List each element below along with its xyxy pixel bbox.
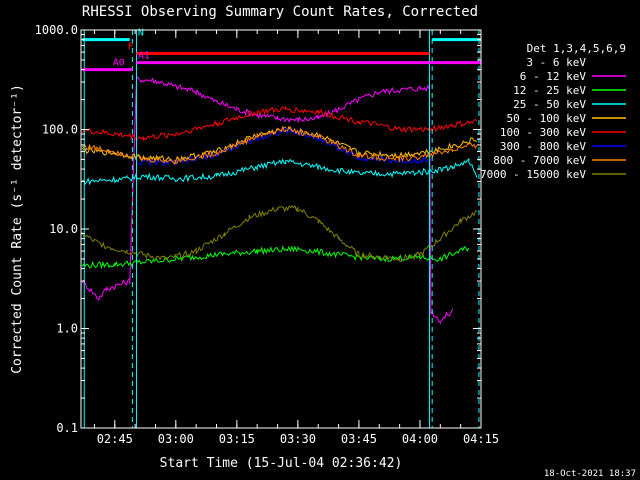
legend-label: 300 - 800 keV [500, 140, 586, 153]
x-tick-label: 03:00 [158, 432, 194, 446]
legend-detectors: Det 1,3,4,5,6,9 [527, 42, 626, 55]
legend-label: 12 - 25 keV [513, 84, 586, 97]
y-tick-label: 10.0 [49, 222, 78, 236]
x-axis-label: Start Time (15-Jul-04 02:36:42) [160, 456, 403, 471]
y-tick-label: 1000.0 [35, 23, 78, 37]
series-line [81, 245, 470, 270]
axes-layer: 02:45 03:00 03:15 03:30 03:45 04:00 04:15 0.1 1.… [35, 23, 499, 446]
series-line [81, 105, 478, 142]
y-tick-label: 0.1 [56, 421, 78, 435]
x-tick-label: 03:15 [219, 432, 255, 446]
legend-label: 25 - 50 keV [513, 98, 586, 111]
date-stamp: 18-Oct-2021 18:37 [544, 469, 636, 479]
x-tick-label: 02:45 [97, 432, 133, 446]
legend-label: 800 - 7000 keV [493, 154, 586, 167]
legend-label: 7000 - 15000 keV [480, 168, 586, 181]
legend-label: 3 - 6 keV [526, 56, 586, 69]
x-tick-label: 03:30 [280, 432, 316, 446]
x-tick-label: 04:15 [463, 432, 499, 446]
x-tick-label: 03:45 [341, 432, 377, 446]
x-tick-label: 04:00 [402, 432, 438, 446]
y-axis-label: Corrected Count Rate (s⁻¹ detector⁻¹) [10, 84, 25, 374]
y-tick-label: 1.0 [56, 322, 78, 336]
chart-title: RHESSI Observing Summary Count Rates, Co… [82, 4, 478, 20]
data-layer [81, 76, 478, 353]
flag-label-f: F [128, 42, 134, 53]
flag-label-a1: A1 [138, 51, 150, 62]
legend-label: 6 - 12 keV [520, 70, 587, 83]
series-line [82, 157, 478, 186]
series-line [81, 125, 478, 166]
series-line [81, 76, 453, 325]
flag-label-n: N [138, 28, 144, 39]
y-tick-label: 100.0 [42, 123, 78, 137]
series-line [137, 212, 429, 353]
series-line [81, 204, 478, 262]
legend-label: 100 - 300 keV [500, 126, 586, 139]
legend-label: 50 - 100 keV [507, 112, 587, 125]
flag-label-a0: A0 [113, 58, 125, 69]
